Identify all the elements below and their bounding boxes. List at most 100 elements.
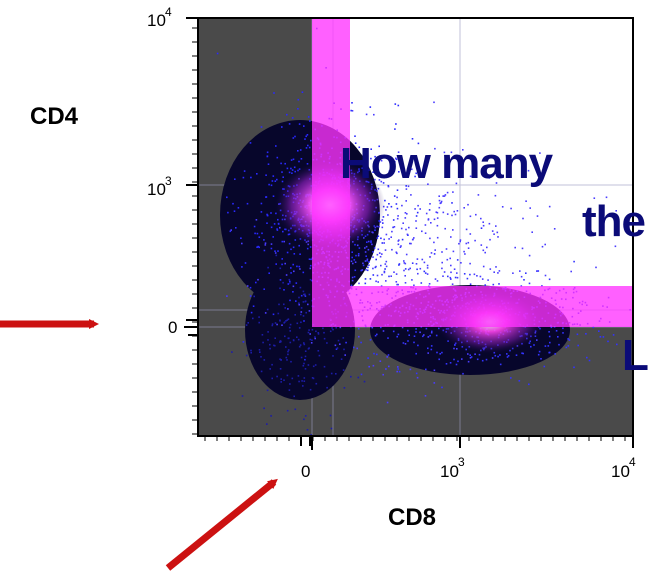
scatter-point (467, 203, 469, 206)
plot-border (197, 17, 634, 437)
scatter-point (465, 242, 468, 245)
scatter-point (488, 177, 491, 179)
scatter-point (458, 242, 460, 245)
scatter-point (527, 169, 530, 172)
scatter-point (351, 102, 353, 104)
scatter-point (450, 236, 452, 238)
scatter-point (463, 250, 465, 253)
scatter-point (467, 353, 469, 355)
scatter-point (267, 163, 270, 165)
scatter-point (390, 159, 393, 162)
scatter-point (450, 151, 453, 154)
scatter-point (388, 170, 391, 173)
scatter-point (386, 206, 389, 208)
scatter-point (377, 248, 380, 251)
scatter-point (443, 195, 446, 197)
scatter-point (279, 279, 282, 281)
scatter-point (521, 352, 523, 354)
scatter-point (274, 344, 276, 347)
scatter-point (271, 377, 273, 380)
scatter-point (541, 285, 543, 287)
scatter-point (592, 326, 595, 329)
scatter-point (277, 312, 280, 315)
scatter-point (285, 356, 288, 359)
scatter-point (466, 277, 469, 280)
scatter-point (397, 283, 399, 286)
scatter-point (345, 341, 347, 344)
scatter-point (525, 200, 527, 202)
scatter-point (272, 195, 275, 197)
scatter-point (381, 219, 384, 221)
scatter-point (540, 358, 542, 360)
scatter-point (283, 321, 286, 323)
scatter-point (293, 395, 295, 398)
scatter-point (514, 246, 516, 249)
scatter-point (379, 360, 382, 362)
scatter-point (383, 270, 386, 273)
scatter-point (453, 347, 455, 350)
scatter-point (370, 241, 372, 244)
scatter-point (284, 262, 286, 265)
scatter-point (289, 280, 291, 283)
scatter-point (256, 246, 258, 248)
scatter-point (495, 266, 497, 268)
scatter-point (379, 255, 382, 258)
scatter-point (242, 341, 245, 343)
scatter-point (413, 341, 415, 344)
scatter-point (381, 242, 384, 244)
scatter-point (453, 268, 456, 270)
scatter-point (387, 214, 389, 216)
scatter-point (260, 211, 263, 213)
scatter-point (392, 226, 394, 229)
scatter-point (415, 172, 417, 175)
scatter-point (309, 264, 312, 267)
scatter-point (275, 254, 278, 257)
scatter-point (298, 160, 300, 163)
scatter-point (462, 149, 464, 151)
scatter-point (367, 266, 369, 269)
scatter-point (607, 340, 609, 343)
scatter-point (429, 256, 431, 258)
scatter-point (480, 217, 482, 220)
scatter-point (249, 142, 252, 144)
scatter-point (482, 265, 485, 268)
scatter-point (550, 326, 553, 329)
scatter-point (299, 286, 302, 289)
scatter-point (395, 158, 398, 161)
scatter-point (417, 142, 420, 145)
scatter-point (304, 355, 307, 358)
scatter-point (329, 414, 332, 417)
scatter-point (343, 387, 346, 389)
scatter-point (393, 195, 396, 197)
scatter-point (290, 272, 292, 274)
scatter-point (255, 219, 258, 221)
scatter-point (438, 358, 440, 361)
scatter-point (434, 249, 436, 251)
scatter-point (241, 242, 243, 245)
scatter-point (419, 208, 421, 210)
scatter-point (447, 275, 449, 278)
scatter-point (297, 98, 300, 101)
scatter-point (375, 280, 377, 283)
scatter-point (229, 230, 232, 233)
scatter-point (403, 260, 405, 262)
scatter-point (303, 343, 306, 346)
scatter-point (493, 271, 495, 273)
scatter-point (241, 395, 244, 397)
scatter-point (484, 284, 486, 286)
scatter-point (264, 242, 267, 244)
scatter-point (292, 291, 294, 293)
scatter-point (495, 182, 498, 184)
scatter-point (245, 324, 248, 326)
scatter-point (519, 270, 521, 272)
scatter-point (283, 240, 285, 243)
scatter-point (280, 378, 282, 380)
scatter-point (451, 214, 453, 217)
scatter-point (523, 279, 525, 281)
scatter-point (424, 272, 427, 274)
scatter-point (506, 356, 509, 358)
scatter-point (497, 272, 499, 274)
scatter-point (426, 267, 429, 269)
scatter-point (271, 180, 274, 182)
